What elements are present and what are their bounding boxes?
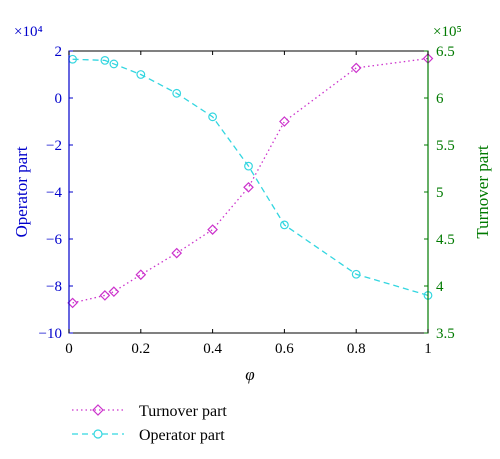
left-tick-label: −2 (46, 138, 62, 154)
x-axis-label: φ (245, 365, 254, 384)
right-ticks: 6.5 6 5.5 5 4.5 4 3.5 (424, 44, 455, 342)
left-tick-label: −8 (46, 279, 62, 295)
right-tick-label: 6 (436, 91, 444, 107)
series-point-turnover-part (135, 269, 147, 281)
series-line-turnover-part (72, 57, 429, 304)
right-tick-label: 4.5 (436, 232, 455, 248)
series-group (67, 53, 434, 309)
left-tick-label: −6 (46, 232, 62, 248)
series-point-operator-part (280, 220, 289, 230)
right-tick-label: 5.5 (436, 138, 455, 154)
x-tick-label: 0.4 (203, 341, 222, 357)
left-tick-label: −4 (46, 185, 62, 201)
series-point-operator-part (172, 88, 182, 98)
x-tick-label: 1 (424, 341, 432, 357)
left-tick-label: 2 (55, 44, 63, 60)
series-point-operator-part (109, 59, 119, 69)
series-point-operator-part (351, 269, 361, 279)
series-point-operator-part (100, 56, 110, 65)
legend-item-turnover: Turnover part (72, 403, 227, 420)
left-tick-label: 0 (55, 91, 63, 107)
legend-item-operator: Operator part (72, 427, 225, 444)
legend-label-turnover: Turnover part (139, 403, 227, 420)
left-axis-label: Operator part (12, 146, 31, 237)
x-tick-label: 0.8 (347, 341, 366, 357)
legend: Turnover part Operator part (72, 403, 227, 444)
x-tick-label: 0.2 (131, 341, 150, 357)
series-line-operator-part (72, 58, 429, 297)
series-point-turnover-part (99, 290, 111, 301)
legend-diamond-icon (92, 404, 104, 416)
x-ticks: 0 0.2 0.4 0.6 0.8 1 (65, 51, 432, 357)
legend-label-operator: Operator part (139, 427, 225, 444)
right-tick-label: 3.5 (436, 326, 455, 342)
series-point-turnover-part (279, 116, 290, 127)
series-point-turnover-part (171, 247, 183, 259)
x-tick-label: 0 (65, 341, 73, 357)
right-axis-multiplier: ×10⁵ (433, 24, 462, 40)
right-tick-label: 4 (436, 279, 444, 295)
series-point-operator-part (244, 161, 253, 171)
series-point-turnover-part (350, 62, 362, 74)
right-tick-label: 6.5 (436, 44, 455, 60)
series-point-operator-part (136, 70, 146, 79)
series-point-turnover-part (243, 181, 254, 193)
series-point-operator-part (208, 112, 218, 122)
right-axis-label: Turnover part (473, 145, 492, 239)
left-ticks: 2 0 −2 −4 −6 −8 −10 (39, 44, 73, 342)
legend-circle-icon (93, 429, 103, 439)
left-tick-label: −10 (39, 326, 62, 342)
series-point-turnover-part (207, 224, 218, 235)
left-axis-multiplier: ×10⁴ (14, 24, 43, 40)
series-point-turnover-part (108, 286, 120, 297)
x-tick-label: 0.6 (275, 341, 294, 357)
right-tick-label: 5 (436, 185, 444, 201)
